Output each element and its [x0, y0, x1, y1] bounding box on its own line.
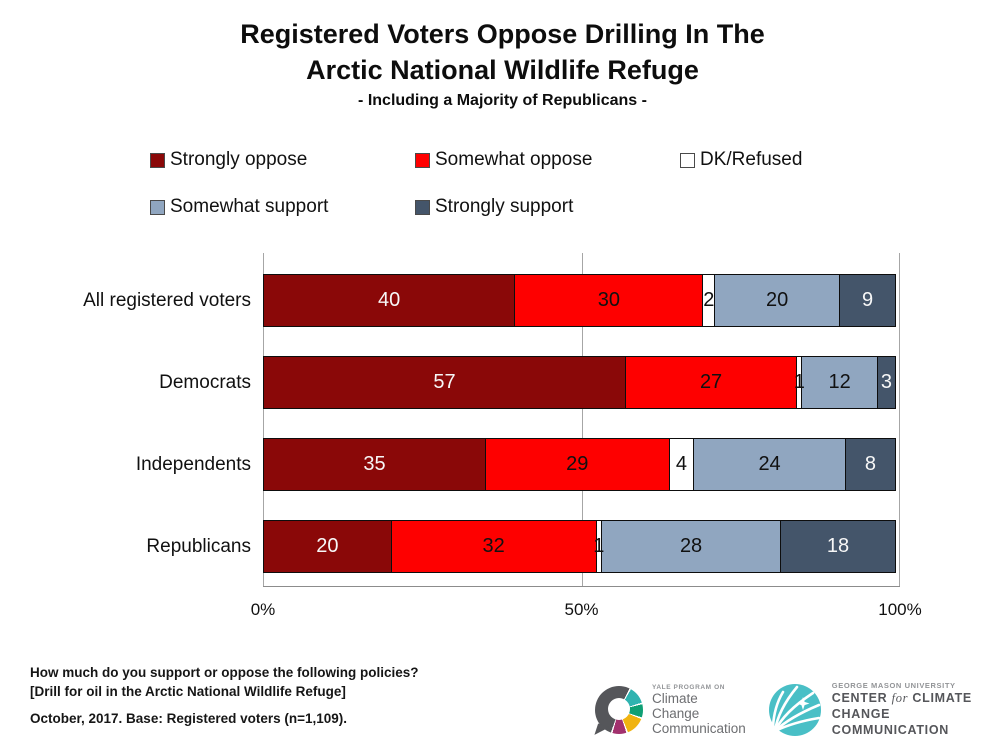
gridline — [899, 253, 900, 587]
gmu-university-line: GEORGE MASON UNIVERSITY — [831, 681, 956, 690]
category-label: Republicans — [146, 536, 251, 557]
gmu-communication-line: COMMUNICATION — [831, 723, 949, 737]
bar-segment: 20 — [714, 274, 841, 327]
bar-segment: 1 — [793, 356, 805, 409]
yale-climate-logo-icon — [594, 685, 643, 739]
bar-segment: 8 — [845, 438, 896, 491]
bar-value: 32 — [482, 535, 505, 557]
x-axis-ticks: 0% 50% 100% — [251, 600, 922, 624]
x-axis-tick: 0% — [250, 600, 276, 619]
bar-value: 24 — [758, 453, 781, 475]
legend-item-somewhat-oppose: Somewhat oppose — [415, 149, 680, 171]
bar-value: 28 — [679, 535, 703, 557]
bar-segment: 4 — [668, 438, 695, 491]
bar-value: 35 — [363, 453, 386, 475]
x-axis-tick: 100% — [878, 600, 922, 619]
bar-value: 29 — [566, 453, 589, 475]
bar-segment: 32 — [390, 520, 597, 573]
logos: YALE PROGRAM ON Climate Change Communica… — [594, 681, 1005, 739]
bar-value: 20 — [316, 535, 339, 557]
page-title-line1: Registered Voters Oppose Drilling In The — [240, 19, 765, 49]
bar-segment: 3 — [876, 356, 896, 409]
bar-value: 57 — [433, 371, 456, 393]
bar-segment: 24 — [693, 438, 846, 491]
category-label: Independents — [135, 454, 251, 475]
bar-row: 40 30 2 20 9 — [263, 274, 900, 327]
bar-row: 20 32 1 28 18 — [263, 520, 900, 573]
yale-line1: Climate Change — [652, 690, 700, 721]
legend-swatch-icon — [680, 152, 695, 168]
bar-segment: 12 — [801, 356, 878, 409]
legend-label: Strongly support — [435, 196, 574, 217]
bar-row: 35 29 4 24 8 — [263, 438, 900, 491]
bar-segment: 2 — [702, 274, 716, 327]
chart-legend: Strongly oppose Somewhat oppose DK/Refus… — [150, 149, 880, 218]
bar-segment: 30 — [514, 274, 704, 327]
yale-logo: YALE PROGRAM ON Climate Change Communica… — [594, 684, 746, 739]
chart-header: Registered Voters Oppose Drilling In The… — [0, 16, 1005, 110]
category-label: Democrats — [159, 372, 251, 393]
yale-line2: Communication — [652, 720, 746, 736]
bar-value: 8 — [864, 453, 877, 475]
legend-swatch-icon — [415, 199, 430, 215]
footer-question-line1: How much do you support or oppose the fo… — [30, 665, 419, 680]
page-title-line2: Arctic National Wildlife Refuge — [306, 55, 699, 85]
bar-value: 20 — [766, 289, 789, 311]
bar-segment: 35 — [263, 438, 486, 491]
bar-value: 4 — [675, 453, 687, 475]
gmu-logo: GEORGE MASON UNIVERSITY CENTER for CLIMA… — [768, 681, 1005, 738]
legend-item-somewhat-support: Somewhat support — [150, 196, 415, 218]
bar-segment: 29 — [484, 438, 670, 491]
bar-value: 9 — [862, 289, 874, 311]
page-subtitle: - Including a Majority of Republicans - — [358, 92, 647, 109]
legend-swatch-icon — [150, 152, 165, 168]
legend-item-strongly-oppose: Strongly oppose — [150, 149, 415, 171]
gridline — [263, 253, 264, 587]
x-axis-tick: 50% — [564, 600, 599, 619]
gmu-logo-text: GEORGE MASON UNIVERSITY CENTER for CLIMA… — [832, 681, 1005, 738]
legend-swatch-icon — [415, 152, 430, 168]
bar-value: 30 — [597, 289, 620, 311]
bar-segment: 20 — [263, 520, 392, 573]
bar-row: 57 27 1 12 3 — [263, 356, 900, 409]
gmu-climate-logo-icon — [768, 683, 821, 736]
bar-value: 12 — [828, 371, 851, 393]
legend-label: DK/Refused — [700, 149, 803, 170]
bar-segment: 9 — [839, 274, 896, 327]
gridline — [581, 253, 583, 587]
bar-value: 2 — [703, 289, 715, 311]
source-note: How much do you support or oppose the fo… — [30, 663, 419, 728]
yale-logo-text: YALE PROGRAM ON Climate Change Communica… — [652, 684, 746, 736]
legend-swatch-icon — [150, 199, 165, 215]
bar-segment: 40 — [263, 274, 516, 327]
footer-base-note: October, 2017. Base: Registered voters (… — [30, 711, 348, 726]
gmu-center-line: CENTER for CLIMATE CHANGE — [831, 691, 972, 721]
legend-label: Strongly oppose — [170, 149, 308, 170]
legend-item-dk-refused: DK/Refused — [680, 149, 880, 171]
bar-value: 1 — [793, 371, 805, 393]
bar-value: 1 — [593, 535, 605, 557]
bar-segment: 28 — [600, 520, 782, 573]
legend-label: Somewhat support — [170, 196, 329, 217]
footer-question-line2: [Drill for oil in the Arctic National Wi… — [30, 684, 346, 699]
bar-segment: 18 — [780, 520, 896, 573]
bar-value: 27 — [699, 371, 723, 393]
category-label: All registered voters — [83, 290, 251, 311]
bar-value: 3 — [880, 371, 892, 393]
bar-segment: 57 — [263, 356, 627, 409]
x-axis-line — [263, 586, 900, 587]
bar-value: 40 — [378, 289, 401, 311]
bar-segment: 1 — [593, 520, 605, 573]
yale-program-line: YALE PROGRAM ON — [652, 683, 726, 691]
legend-item-strongly-support: Strongly support — [415, 196, 680, 218]
bar-segment: 27 — [625, 356, 798, 409]
bar-value: 18 — [826, 535, 850, 557]
legend-label: Somewhat oppose — [435, 149, 593, 170]
plot-area: 0% 50% 100% 40 30 2 20 9 57 27 1 12 3 35 29 4 24 8 20 32 1 2… — [251, 253, 922, 619]
